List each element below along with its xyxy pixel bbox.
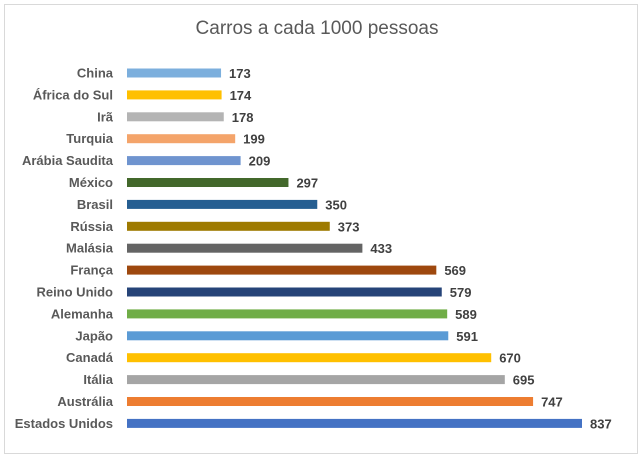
category-label: Reino Unido bbox=[36, 285, 113, 300]
category-label: Canadá bbox=[66, 350, 114, 365]
bar bbox=[127, 199, 318, 209]
data-label: 579 bbox=[450, 285, 472, 300]
bar bbox=[127, 265, 437, 275]
data-label: 433 bbox=[370, 241, 392, 256]
category-label: México bbox=[69, 175, 113, 190]
category-label: Turquia bbox=[66, 131, 113, 146]
bar bbox=[127, 134, 236, 144]
bar bbox=[127, 221, 330, 231]
data-label: 174 bbox=[230, 88, 252, 103]
bar bbox=[127, 90, 222, 100]
bar bbox=[127, 178, 289, 187]
data-label: 589 bbox=[455, 307, 477, 322]
data-label: 173 bbox=[229, 66, 251, 81]
category-label: Brasil bbox=[77, 197, 113, 212]
bar bbox=[127, 397, 534, 406]
data-label: 837 bbox=[590, 416, 612, 431]
bar bbox=[127, 418, 582, 428]
data-label: 373 bbox=[338, 219, 360, 234]
bar bbox=[127, 156, 241, 166]
category-label: Austrália bbox=[57, 394, 113, 409]
bar bbox=[127, 243, 363, 253]
bar bbox=[127, 287, 442, 297]
bar bbox=[127, 375, 505, 385]
category-label: Rússia bbox=[70, 219, 113, 234]
category-label: Japão bbox=[75, 328, 113, 343]
category-label: Itália bbox=[83, 372, 113, 387]
data-label: 591 bbox=[456, 329, 478, 344]
data-label: 670 bbox=[499, 351, 521, 366]
data-label: 350 bbox=[325, 197, 347, 212]
data-label: 569 bbox=[444, 263, 466, 278]
chart-title: Carros a cada 1000 pessoas bbox=[195, 18, 439, 39]
category-label: Estados Unidos bbox=[15, 416, 113, 431]
bar bbox=[127, 309, 448, 319]
category-label: Alemanha bbox=[51, 306, 114, 321]
category-label: África do Sul bbox=[33, 87, 113, 102]
bar bbox=[127, 331, 449, 341]
data-label: 178 bbox=[232, 110, 254, 125]
data-label: 199 bbox=[243, 132, 265, 147]
category-label: Arábia Saudita bbox=[22, 153, 114, 168]
category-label: China bbox=[77, 66, 114, 81]
bar bbox=[127, 68, 222, 78]
category-label: Irã bbox=[97, 109, 114, 124]
data-label: 695 bbox=[513, 373, 535, 388]
bar bbox=[127, 353, 492, 363]
data-label: 297 bbox=[296, 176, 318, 191]
data-label: 209 bbox=[249, 154, 271, 169]
category-label: França bbox=[70, 263, 113, 278]
bar bbox=[127, 112, 224, 122]
category-label: Malásia bbox=[66, 241, 114, 256]
data-label: 747 bbox=[541, 395, 563, 410]
